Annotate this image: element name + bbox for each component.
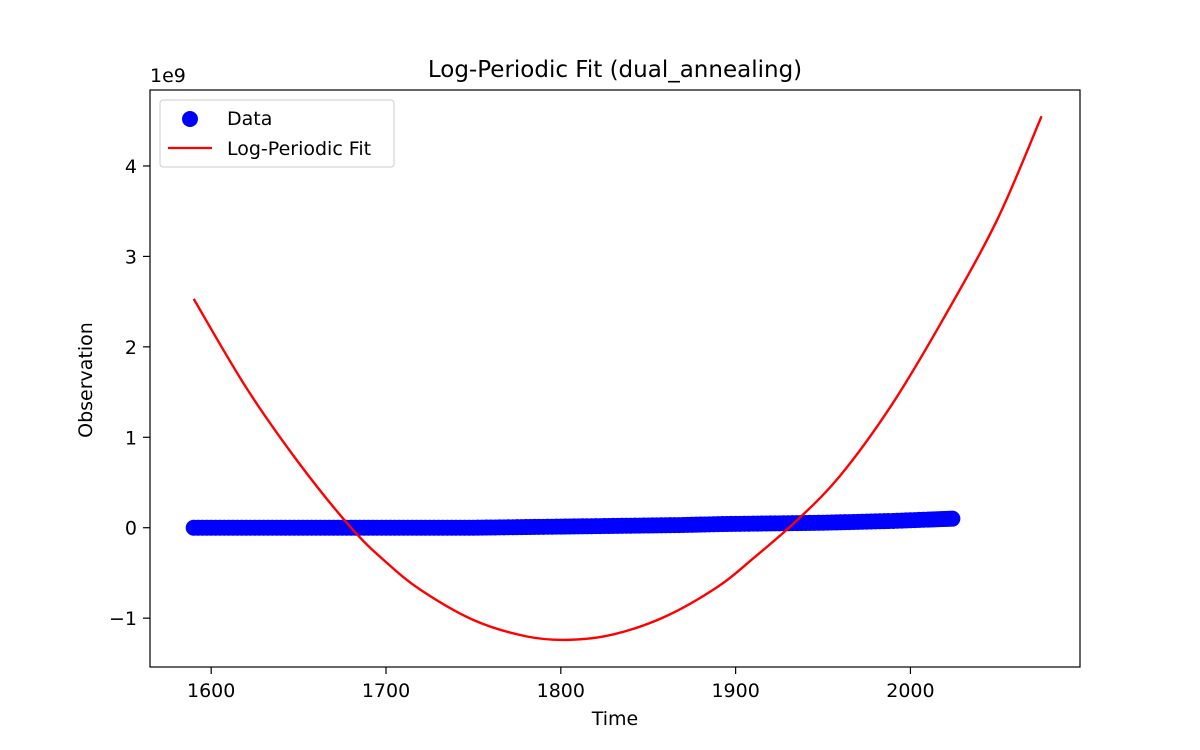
y-tick-label: 0: [125, 518, 137, 540]
y-tick-label: 3: [125, 246, 137, 268]
legend-label-fit: Log-Periodic Fit: [227, 138, 371, 160]
y-tick-label: 2: [125, 337, 137, 359]
x-tick-label: 1800: [537, 680, 585, 702]
y-tick-label: 1: [125, 427, 137, 449]
plot-area: [185, 115, 1043, 642]
series-data: [185, 510, 961, 536]
data-point: [944, 510, 961, 527]
x-tick-label: 1700: [362, 680, 410, 702]
y-tick-label: −1: [109, 608, 137, 630]
x-axis: 1600 1700 1800 1900 2000: [187, 667, 935, 702]
x-tick-label: 2000: [886, 680, 934, 702]
series-fit-line: [192, 115, 1043, 642]
x-axis-label: Time: [591, 708, 639, 730]
y-tick-label: 4: [125, 156, 137, 178]
x-tick-label: 1600: [187, 680, 235, 702]
legend-marker-data: [182, 111, 198, 127]
legend-label-data: Data: [227, 108, 272, 130]
legend-box: [159, 99, 395, 168]
y-axis: −1 0 1 2 3 4: [109, 156, 150, 630]
legend: Data Log-Periodic Fit: [159, 99, 395, 168]
y-offset-label: 1e9: [150, 65, 186, 87]
plot-frame: [149, 89, 1081, 668]
x-tick-label: 1900: [711, 680, 759, 702]
chart-title: Log-Periodic Fit (dual_annealing): [428, 57, 802, 83]
y-axis-label: Observation: [75, 322, 97, 438]
